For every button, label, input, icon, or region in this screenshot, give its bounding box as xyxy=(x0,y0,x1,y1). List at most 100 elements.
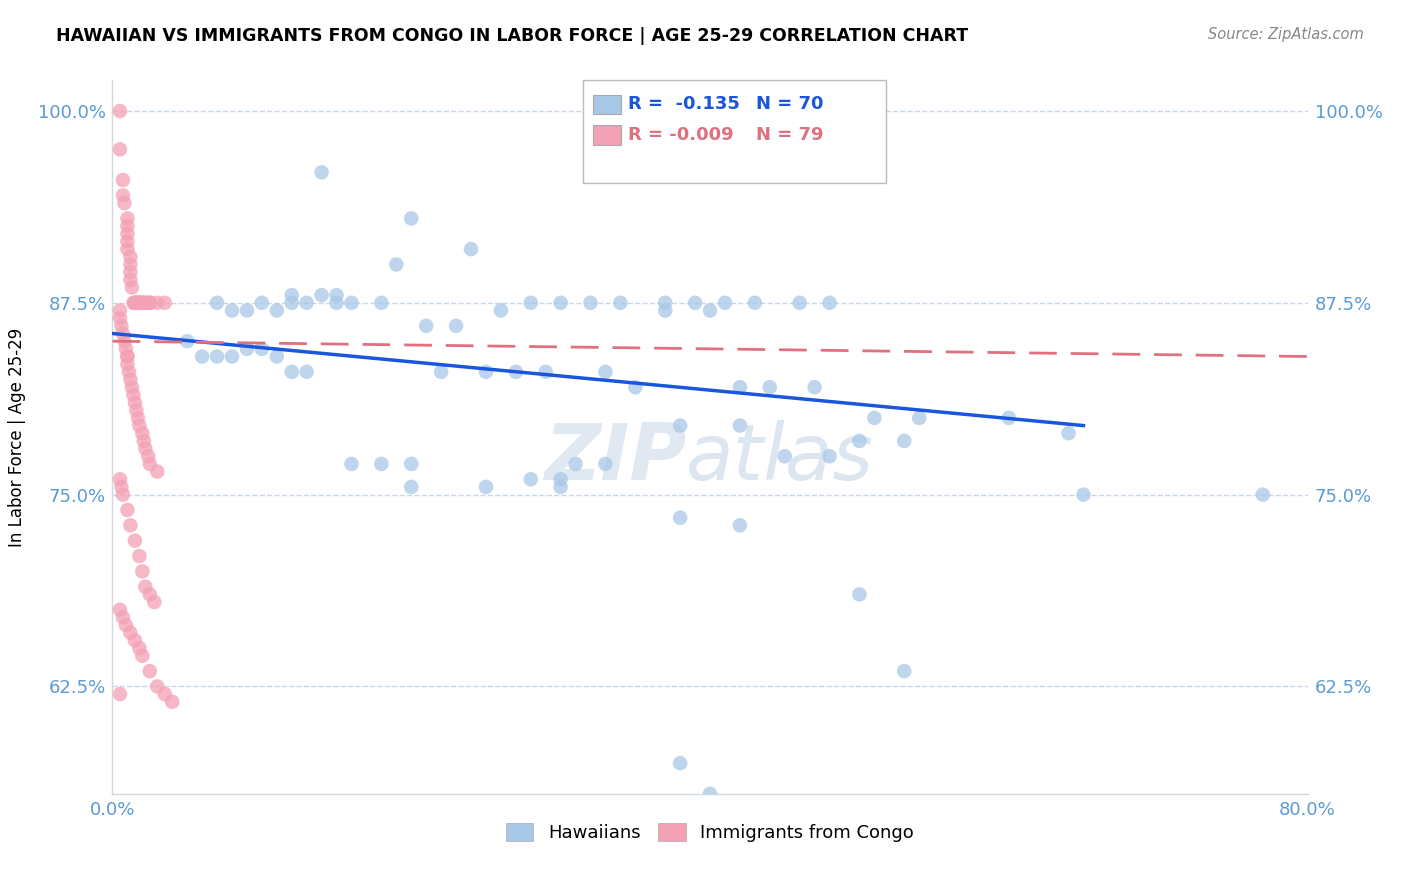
Point xyxy=(115,618,138,632)
Point xyxy=(205,350,228,364)
Point xyxy=(340,295,363,310)
Point xyxy=(624,380,647,394)
Point xyxy=(120,372,142,386)
Point xyxy=(120,265,142,279)
Point xyxy=(111,326,134,341)
Point xyxy=(550,480,572,494)
Y-axis label: In Labor Force | Age 25-29: In Labor Force | Age 25-29 xyxy=(8,327,27,547)
Point xyxy=(128,641,150,656)
Point xyxy=(139,664,162,678)
Point xyxy=(108,472,131,486)
Point xyxy=(728,418,751,433)
Text: HAWAIIAN VS IMMIGRANTS FROM CONGO IN LABOR FORCE | AGE 25-29 CORRELATION CHART: HAWAIIAN VS IMMIGRANTS FROM CONGO IN LAB… xyxy=(56,27,969,45)
Point xyxy=(340,457,363,471)
Point xyxy=(893,434,915,448)
Point xyxy=(236,303,259,318)
Point xyxy=(609,295,631,310)
Point xyxy=(191,350,214,364)
Point xyxy=(108,603,131,617)
Point xyxy=(125,295,148,310)
Point xyxy=(128,549,150,563)
Point xyxy=(385,257,408,271)
Point xyxy=(111,173,134,187)
Point xyxy=(153,687,176,701)
Point xyxy=(520,295,543,310)
Point xyxy=(120,625,142,640)
Point xyxy=(430,365,453,379)
Point xyxy=(863,410,886,425)
Point xyxy=(153,295,176,310)
Point xyxy=(117,235,139,249)
Point xyxy=(564,457,586,471)
Point xyxy=(120,518,142,533)
Point xyxy=(250,295,273,310)
Point xyxy=(595,457,617,471)
Point xyxy=(120,273,142,287)
Point xyxy=(122,295,145,310)
Point xyxy=(108,103,131,118)
Point xyxy=(111,188,134,202)
Point xyxy=(401,211,423,226)
Point xyxy=(121,280,143,294)
Point xyxy=(803,380,825,394)
Point xyxy=(120,257,142,271)
Point xyxy=(117,211,139,226)
Point xyxy=(370,295,392,310)
Point xyxy=(311,288,333,302)
Point xyxy=(108,303,131,318)
Point xyxy=(132,434,155,448)
Point xyxy=(131,295,153,310)
Point xyxy=(117,357,139,371)
Point xyxy=(475,365,498,379)
Point xyxy=(236,342,259,356)
Point xyxy=(139,295,162,310)
Point xyxy=(370,457,392,471)
Point xyxy=(139,295,162,310)
Point xyxy=(744,295,766,310)
Point xyxy=(654,303,676,318)
Point xyxy=(595,365,617,379)
Text: R = -0.009: R = -0.009 xyxy=(628,126,734,144)
Point xyxy=(534,365,557,379)
Point xyxy=(489,303,512,318)
Point xyxy=(124,295,146,310)
Point xyxy=(579,295,602,310)
Point xyxy=(699,787,721,801)
Point xyxy=(759,380,782,394)
Point xyxy=(221,303,243,318)
Point xyxy=(221,350,243,364)
Point xyxy=(128,295,150,310)
Point xyxy=(134,295,156,310)
Point xyxy=(117,227,139,241)
Point xyxy=(266,303,288,318)
Point xyxy=(505,365,527,379)
Point xyxy=(998,410,1021,425)
Point xyxy=(1057,426,1080,441)
Point xyxy=(669,756,692,771)
Point xyxy=(1073,488,1095,502)
Point xyxy=(669,418,692,433)
Point xyxy=(139,457,162,471)
Point xyxy=(848,587,870,601)
Point xyxy=(120,250,142,264)
Point xyxy=(893,664,915,678)
Point xyxy=(110,480,132,494)
Point xyxy=(146,465,169,479)
Point xyxy=(115,342,138,356)
Point xyxy=(139,295,162,310)
Point xyxy=(773,450,796,464)
Point xyxy=(415,318,437,333)
Point xyxy=(444,318,467,333)
Legend: Hawaiians, Immigrants from Congo: Hawaiians, Immigrants from Congo xyxy=(499,815,921,849)
Point xyxy=(131,648,153,663)
Text: R =  -0.135: R = -0.135 xyxy=(628,95,741,113)
Point xyxy=(475,480,498,494)
Point xyxy=(654,295,676,310)
Point xyxy=(714,295,737,310)
Point xyxy=(579,103,602,118)
Point xyxy=(117,350,139,364)
Text: N = 79: N = 79 xyxy=(756,126,824,144)
Point xyxy=(118,365,141,379)
Point xyxy=(131,565,153,579)
Text: atlas: atlas xyxy=(686,420,875,497)
